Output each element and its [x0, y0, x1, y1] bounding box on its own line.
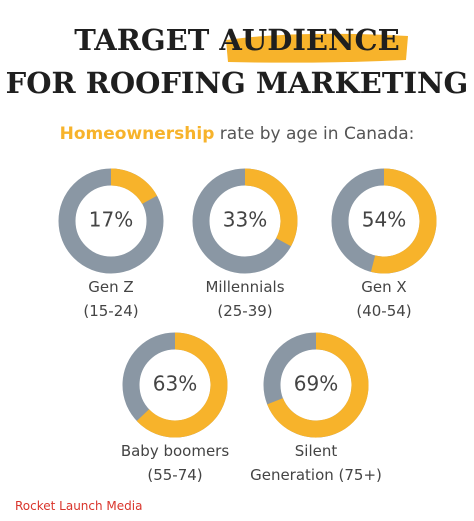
donut-segment — [136, 332, 228, 438]
category-label: Silent — [295, 442, 338, 460]
source: Rocket Launch Media — [15, 499, 142, 513]
title: TARGET AUDIENCE — [74, 23, 399, 57]
title-part: TARGET — [74, 23, 209, 57]
category-label: Millennials — [205, 278, 284, 296]
donut-segment — [370, 168, 437, 274]
category-label: (55-74) — [147, 466, 202, 484]
subtitle: Homeownership rate by age in Canada: — [60, 124, 415, 144]
donut-segment — [267, 332, 369, 438]
subtitle-highlight: Homeownership — [60, 124, 215, 144]
title-line2: FOR ROOFING MARKETING — [6, 66, 469, 100]
category-label: (15-24) — [83, 302, 138, 320]
donut-segment — [110, 168, 158, 205]
category-label: (25-39) — [217, 302, 272, 320]
category-label: Baby boomers — [121, 442, 230, 460]
highlight-brush — [226, 33, 408, 63]
value-label: 69% — [294, 372, 338, 396]
category-label: Gen X — [361, 278, 406, 296]
category-label: Generation (75+) — [250, 466, 382, 484]
subtitle-rest: rate by age in Canada: — [220, 124, 415, 144]
category-label: Gen Z — [88, 278, 133, 296]
value-label: 17% — [89, 208, 133, 232]
title-highlight: AUDIENCE — [218, 23, 399, 57]
value-label: 33% — [223, 208, 267, 232]
category-label: (40-54) — [356, 302, 411, 320]
donut-segment — [244, 168, 298, 247]
value-label: 63% — [153, 372, 197, 396]
value-label: 54% — [362, 208, 406, 232]
